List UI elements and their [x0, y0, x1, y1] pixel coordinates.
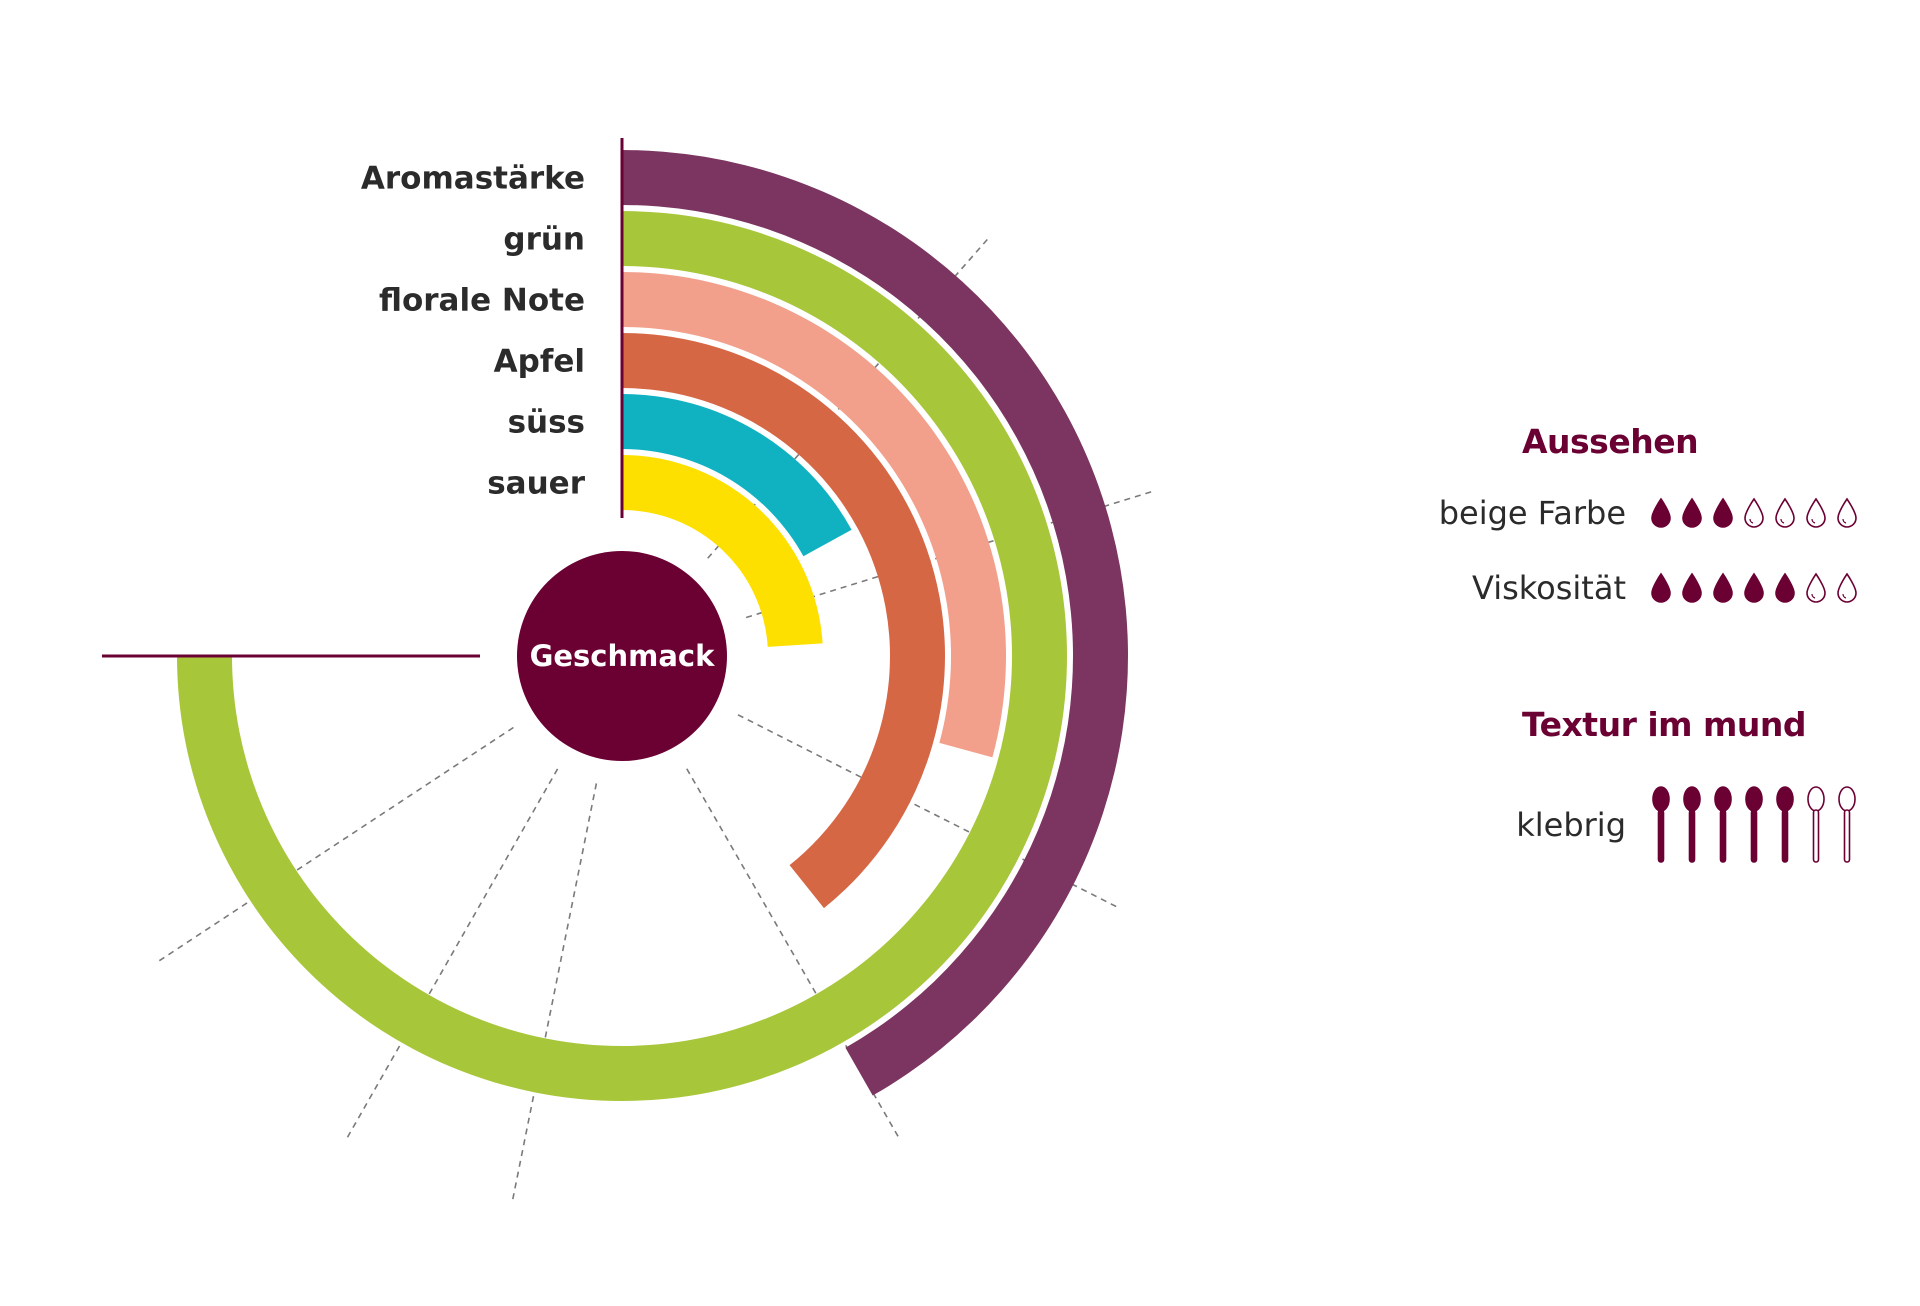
spoon-icon: [1681, 785, 1703, 865]
center-label: Geschmack: [530, 639, 716, 673]
label-sauer: sauer: [487, 466, 585, 502]
bar-suess: [622, 394, 852, 557]
drop-icon: [1774, 497, 1796, 529]
drop-icon: [1836, 572, 1858, 604]
drop-icon: [1681, 497, 1703, 529]
row-label: klebrig: [1516, 806, 1626, 844]
drop-icon: [1774, 572, 1796, 604]
guide-line-6: [346, 768, 559, 1139]
label-suess: süss: [508, 405, 585, 441]
spoon-icon: [1650, 785, 1672, 865]
bar-aromastaerke: [622, 150, 1129, 1096]
label-apfel: Apfel: [494, 344, 585, 380]
drop-icon: [1712, 572, 1734, 604]
radial-bars: [177, 150, 1129, 1101]
label-gruen: grün: [503, 222, 585, 258]
textur-title: Textur im mund: [1522, 705, 1807, 744]
center-circle: [517, 551, 727, 761]
drop-icon: [1650, 497, 1672, 529]
category-labels: Aromastärke grün florale Note Apfel süss saue…: [361, 161, 586, 502]
drop-icon: [1836, 497, 1858, 529]
label-florale-note: florale Note: [379, 283, 585, 319]
spoon-icon: [1836, 785, 1858, 865]
aussehen-row-viskositaet: Viskosität: [1400, 569, 1867, 607]
bar-apfel: [622, 333, 945, 909]
row-label: Viskosität: [1472, 569, 1626, 607]
guide-line-5: [511, 783, 598, 1201]
drop-icon: [1805, 497, 1827, 529]
aussehen-row-beige-farbe: beige Farbe: [1400, 494, 1867, 532]
spoon-icon: [1774, 785, 1796, 865]
spoon-icon: [1805, 785, 1827, 865]
drop-icon: [1805, 572, 1827, 604]
spoon-icon: [1743, 785, 1765, 865]
rating-drops: [1650, 497, 1867, 529]
rating-drops: [1650, 572, 1867, 604]
drop-icon: [1650, 572, 1672, 604]
drop-icon: [1743, 572, 1765, 604]
textur-row-klebrig: klebrig: [1400, 785, 1867, 865]
label-aromastaerke: Aromastärke: [361, 161, 585, 197]
row-label: beige Farbe: [1438, 494, 1626, 532]
spoon-icon: [1712, 785, 1734, 865]
drop-icon: [1712, 497, 1734, 529]
drop-icon: [1681, 572, 1703, 604]
aussehen-title: Aussehen: [1522, 422, 1699, 461]
bar-sauer: [622, 455, 823, 647]
guide-line-7: [158, 726, 514, 962]
bar-florale-note: [622, 272, 1006, 758]
drop-icon: [1743, 497, 1765, 529]
rating-spoons: [1650, 785, 1867, 865]
